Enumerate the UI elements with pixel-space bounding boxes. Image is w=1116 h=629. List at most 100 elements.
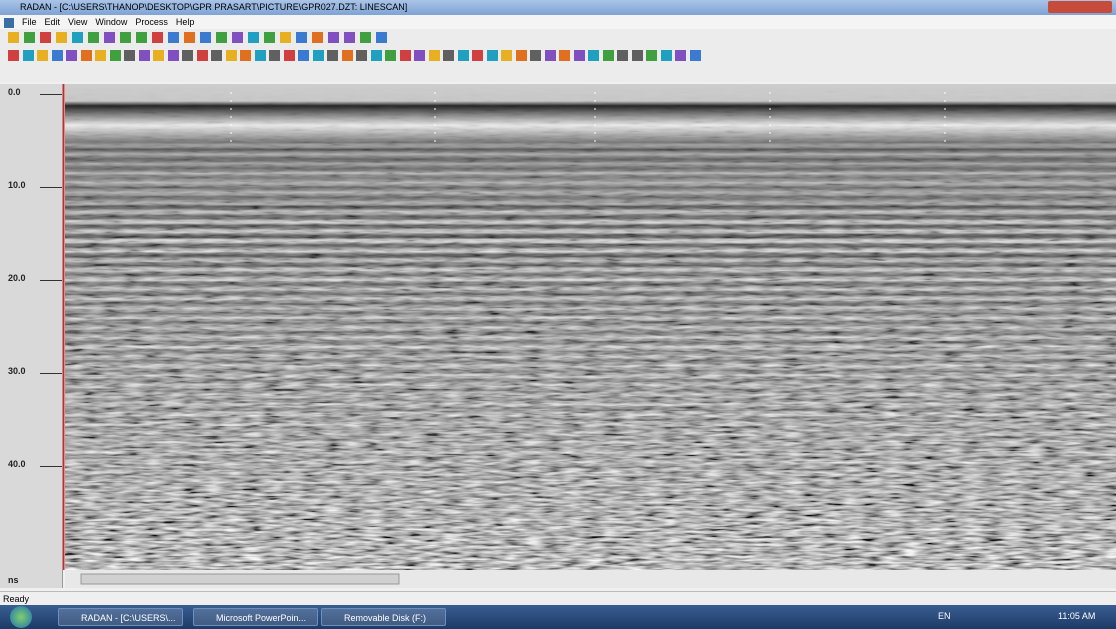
- toolbar-button[interactable]: [371, 50, 382, 61]
- toolbar-button[interactable]: [120, 32, 131, 43]
- toolbar-button[interactable]: [248, 32, 259, 43]
- ruler-label: 40.0: [8, 459, 26, 469]
- window-title: RADAN - [C:\USERS\THANOP\DESKTOP\GPR PRA…: [20, 2, 407, 12]
- toolbar-button[interactable]: [312, 32, 323, 43]
- toolbar-button[interactable]: [429, 50, 440, 61]
- toolbar-button[interactable]: [360, 32, 371, 43]
- toolbar-button[interactable]: [342, 50, 353, 61]
- toolbar-button[interactable]: [617, 50, 628, 61]
- toolbar-button[interactable]: [376, 32, 387, 43]
- toolbar-button[interactable]: [675, 50, 686, 61]
- toolbar-button[interactable]: [603, 50, 614, 61]
- toolbar-button[interactable]: [23, 50, 34, 61]
- toolbar-button[interactable]: [24, 32, 35, 43]
- taskbar-item[interactable]: Microsoft PowerPoin...: [193, 608, 318, 626]
- toolbar-button[interactable]: [487, 50, 498, 61]
- menu-item[interactable]: Process: [135, 17, 168, 27]
- toolbar-button[interactable]: [530, 50, 541, 61]
- toolbar-button[interactable]: [136, 32, 147, 43]
- toolbar-button[interactable]: [152, 32, 163, 43]
- window-controls[interactable]: [1048, 1, 1112, 13]
- toolbar-button[interactable]: [216, 32, 227, 43]
- toolbar-button[interactable]: [124, 50, 135, 61]
- toolbar-button[interactable]: [110, 50, 121, 61]
- screen: RADAN - [C:\USERS\THANOP\DESKTOP\GPR PRA…: [0, 0, 1116, 629]
- toolbar-button[interactable]: [588, 50, 599, 61]
- toolbar-button[interactable]: [284, 50, 295, 61]
- toolbar-button[interactable]: [646, 50, 657, 61]
- language[interactable]: EN: [938, 611, 951, 621]
- toolbar-button[interactable]: [168, 50, 179, 61]
- toolbar: [0, 47, 1116, 64]
- toolbar-button[interactable]: [574, 50, 585, 61]
- toolbar-button[interactable]: [472, 50, 483, 61]
- menu-item[interactable]: Edit: [45, 17, 61, 27]
- menu-item[interactable]: File: [22, 17, 37, 27]
- toolbar-button[interactable]: [385, 50, 396, 61]
- toolbar-button[interactable]: [501, 50, 512, 61]
- taskbar-item[interactable]: Removable Disk (F:): [321, 608, 446, 626]
- toolbar-button[interactable]: [66, 50, 77, 61]
- taskbar: EN 11:05 AM RADAN - [C:\USERS\... Microso…: [0, 605, 1116, 629]
- status-bar: Ready: [0, 591, 1116, 606]
- toolbar-button[interactable]: [443, 50, 454, 61]
- toolbar-button[interactable]: [8, 50, 19, 61]
- toolbar-button[interactable]: [8, 32, 19, 43]
- toolbar-button[interactable]: [168, 32, 179, 43]
- toolbar-button[interactable]: [211, 50, 222, 61]
- status-text: Ready: [3, 594, 29, 604]
- toolbar-button[interactable]: [545, 50, 556, 61]
- toolbar-button[interactable]: [327, 50, 338, 61]
- toolbar-button[interactable]: [139, 50, 150, 61]
- toolbar-button[interactable]: [344, 32, 355, 43]
- toolbar-button[interactable]: [414, 50, 425, 61]
- toolbar-button[interactable]: [559, 50, 570, 61]
- toolbar-button[interactable]: [356, 50, 367, 61]
- toolbar-button[interactable]: [81, 50, 92, 61]
- radargram-noise: [65, 84, 1116, 570]
- toolbar-button[interactable]: [280, 32, 291, 43]
- toolbar-button[interactable]: [197, 50, 208, 61]
- linescan-view: [63, 84, 1116, 588]
- toolbar-button[interactable]: [516, 50, 527, 61]
- toolbar-button[interactable]: [56, 32, 67, 43]
- menu-item[interactable]: Help: [176, 17, 195, 27]
- toolbar-button[interactable]: [458, 50, 469, 61]
- menu-item[interactable]: View: [68, 17, 87, 27]
- menu-item[interactable]: Window: [95, 17, 127, 27]
- toolbar-button[interactable]: [226, 50, 237, 61]
- toolbar-button[interactable]: [153, 50, 164, 61]
- toolbar-button[interactable]: [264, 32, 275, 43]
- toolbar-button[interactable]: [88, 32, 99, 43]
- taskbar-item[interactable]: RADAN - [C:\USERS\...: [58, 608, 183, 626]
- toolbar-button[interactable]: [632, 50, 643, 61]
- toolbar-button[interactable]: [200, 32, 211, 43]
- toolbar-button[interactable]: [232, 32, 243, 43]
- clock[interactable]: 11:05 AM: [1058, 611, 1095, 621]
- toolbar-button[interactable]: [52, 50, 63, 61]
- toolbar-button[interactable]: [72, 32, 83, 43]
- toolbar-button[interactable]: [184, 32, 195, 43]
- toolbar-button[interactable]: [298, 50, 309, 61]
- start-button[interactable]: [10, 606, 32, 628]
- toolbar-button[interactable]: [255, 50, 266, 61]
- toolbar-button[interactable]: [661, 50, 672, 61]
- ruler-label: 20.0: [8, 273, 26, 283]
- menu-bar: File Edit View Window Process Help: [0, 15, 1116, 29]
- scroll-thumb[interactable]: [81, 574, 399, 584]
- toolbar-button[interactable]: [182, 50, 193, 61]
- toolbar-button[interactable]: [296, 32, 307, 43]
- toolbar-button[interactable]: [313, 50, 324, 61]
- toolbar-button[interactable]: [690, 50, 701, 61]
- toolbar-button[interactable]: [328, 32, 339, 43]
- toolbar-button[interactable]: [400, 50, 411, 61]
- toolbar-button[interactable]: [37, 50, 48, 61]
- toolbar-button[interactable]: [240, 50, 251, 61]
- toolbar-button[interactable]: [95, 50, 106, 61]
- ruler-tick: [40, 94, 62, 95]
- toolbar-button[interactable]: [40, 32, 51, 43]
- ruler-tick: [40, 280, 62, 281]
- toolbar-button[interactable]: [269, 50, 280, 61]
- toolbar-button[interactable]: [104, 32, 115, 43]
- title-bar: RADAN - [C:\USERS\THANOP\DESKTOP\GPR PRA…: [0, 0, 1116, 15]
